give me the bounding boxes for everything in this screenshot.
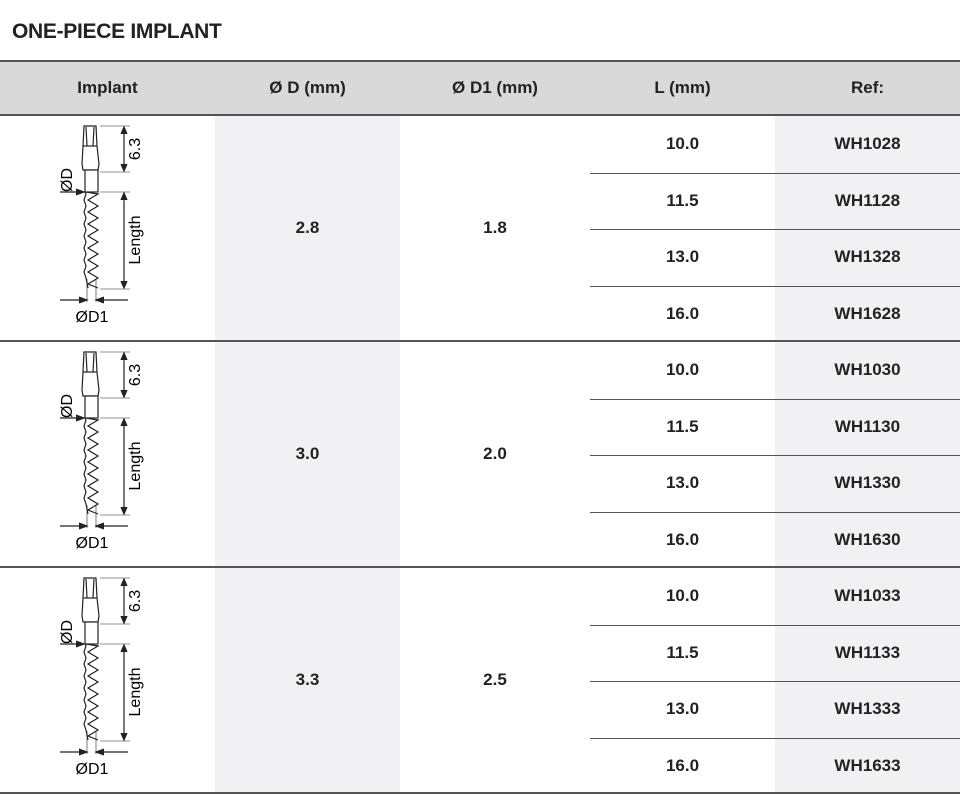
row-divider [590, 737, 960, 739]
page-title: ONE-PIECE IMPLANT [12, 20, 222, 43]
length-value: 16.0 [665, 755, 700, 775]
ref-value: WH1333 [834, 699, 901, 718]
row-divider [590, 511, 960, 513]
length-value: 11.5 [666, 642, 699, 662]
ref-column-bg [775, 568, 960, 792]
implant-drawing-cell: 6.3 ØD Length ØD1 [0, 116, 215, 340]
row-divider [590, 229, 960, 230]
ref-value: WH1628 [834, 303, 901, 323]
length-value: 10.0 [665, 360, 700, 379]
header-d1: Ø D1 (mm) [452, 78, 538, 97]
length-value: 10.0 [665, 134, 700, 153]
ref-value: WH1028 [834, 134, 901, 153]
row-divider [590, 398, 960, 400]
implant-drawing-icon: 6.3 ØD Length ØD1 [59, 125, 144, 326]
ref-column-bg [775, 116, 960, 340]
dim-d1-label: ØD1 [76, 535, 109, 552]
ref-column-bg [775, 342, 960, 566]
dim-top-label: 6.3 [127, 590, 144, 612]
table-header: Implant Ø D (mm) Ø D1 (mm) L (mm) Ref: [0, 60, 960, 116]
dim-d-label: ØD [59, 620, 76, 644]
implant-drawing-icon: 6.3 ØD Length ØD1 [59, 351, 144, 552]
implant-group: 6.3 ØD Length ØD1 2.8 1.8 10.0 WH1028 11.5… [0, 116, 960, 342]
length-value: 13.0 [665, 247, 700, 266]
row-divider [590, 285, 960, 287]
row-divider [590, 455, 960, 456]
dim-top-label: 6.3 [127, 364, 144, 386]
dim-d-label: ØD [59, 394, 76, 418]
dim-length-label: Length [127, 442, 144, 491]
ref-value: WH1630 [834, 529, 901, 549]
ref-value: WH1133 [834, 642, 901, 662]
length-value: 13.0 [665, 699, 700, 718]
header-implant: Implant [77, 78, 138, 97]
dim-d1-label: ØD1 [76, 761, 109, 778]
length-value: 16.0 [665, 303, 700, 323]
row-divider [590, 172, 960, 174]
ref-value: WH1633 [834, 755, 901, 775]
ref-value: WH1030 [834, 360, 901, 379]
implant-group: 6.3 ØD Length ØD1 3.0 2.0 10.0 WH1030 11.5… [0, 342, 960, 568]
header-ref: Ref: [850, 78, 885, 97]
header-length: L (mm) [654, 78, 711, 97]
length-value: 10.0 [665, 586, 700, 605]
implant-group: 6.3 ØD Length ØD1 3.3 2.5 10.0 WH1033 11.5… [0, 568, 960, 794]
ref-value: WH1330 [834, 473, 901, 492]
ref-value: WH1128 [834, 190, 901, 210]
ref-value: WH1033 [834, 586, 901, 605]
d1-value: 2.5 [483, 670, 507, 689]
length-value: 16.0 [665, 529, 700, 549]
ref-value: WH1130 [834, 416, 901, 436]
implant-drawing-icon: 6.3 ØD Length ØD1 [59, 577, 144, 778]
d1-value: 1.8 [483, 218, 507, 237]
ref-value: WH1328 [834, 247, 901, 266]
implant-drawing-cell: 6.3 ØD Length ØD1 [0, 568, 215, 792]
dim-d1-label: ØD1 [76, 309, 109, 326]
dim-length-label: Length [127, 668, 144, 717]
dim-top-label: 6.3 [127, 138, 144, 160]
d-value: 3.3 [215, 568, 400, 792]
d1-value: 2.0 [483, 444, 507, 463]
header-d: Ø D (mm) [269, 78, 346, 97]
implant-drawing-cell: 6.3 ØD Length ØD1 [0, 342, 215, 566]
length-value: 11.5 [666, 190, 699, 210]
length-value: 11.5 [666, 416, 699, 436]
row-divider [590, 681, 960, 682]
dim-length-label: Length [127, 216, 144, 265]
dim-d-label: ØD [59, 168, 76, 192]
d-value: 3.0 [215, 342, 400, 566]
row-divider [590, 624, 960, 626]
length-value: 13.0 [665, 473, 700, 492]
d-value: 2.8 [215, 116, 400, 340]
